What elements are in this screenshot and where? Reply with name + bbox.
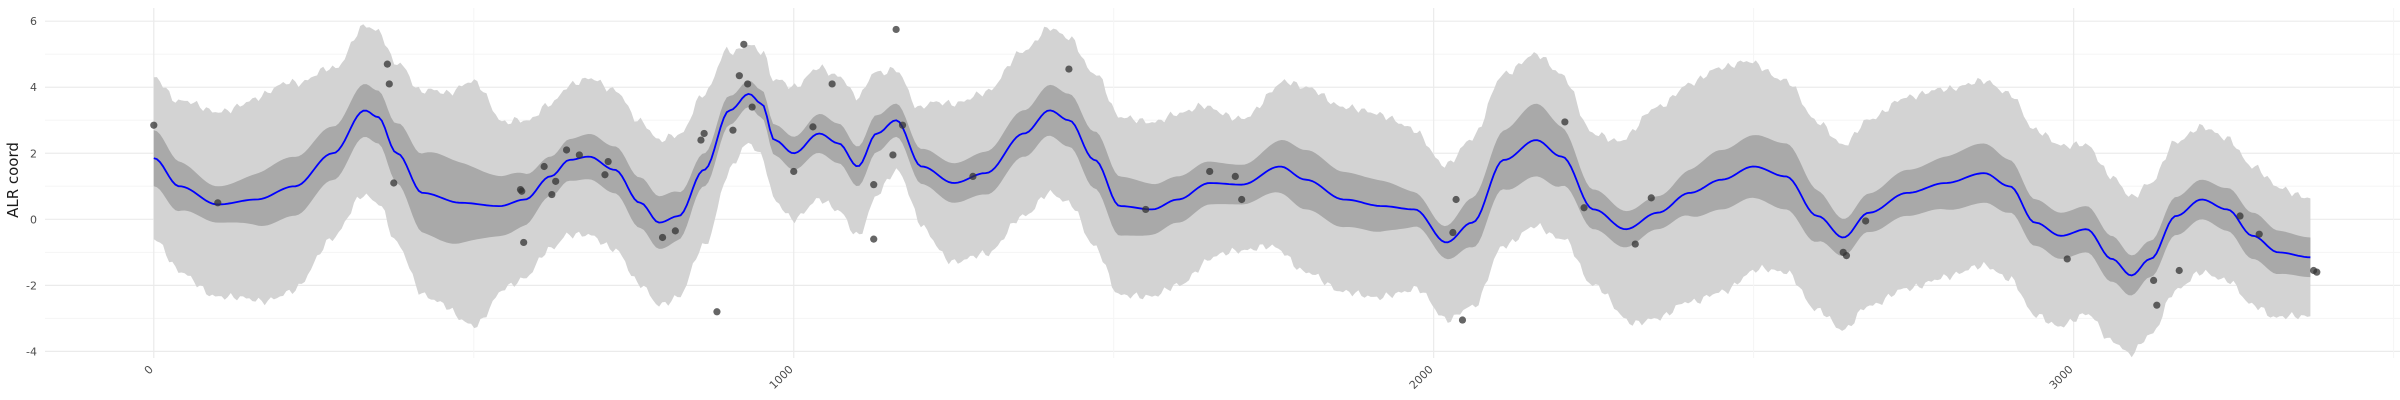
data-point: [1206, 167, 1214, 176]
data-point: [1142, 205, 1150, 214]
data-point: [1065, 65, 1073, 73]
data-point: [1647, 194, 1655, 202]
data-point: [697, 136, 705, 144]
data-point: [729, 126, 737, 134]
data-point: [1580, 204, 1588, 212]
data-point: [1561, 118, 1569, 126]
x-axis-ticks: 0 1000 2000 3000: [142, 363, 2076, 392]
data-point: [2313, 268, 2321, 276]
y-tick-label: 4: [30, 81, 37, 94]
data-point: [700, 129, 708, 138]
mean-line-layer: [153, 92, 2311, 277]
data-point: [969, 172, 977, 180]
data-point: [214, 199, 222, 207]
data-point: [562, 146, 571, 154]
data-point: [748, 103, 756, 111]
data-point: [1862, 217, 1870, 225]
data-point: [150, 121, 158, 129]
data-point: [1449, 228, 1457, 237]
data-point: [2175, 266, 2183, 275]
y-tick-label: 2: [30, 147, 37, 160]
data-point: [552, 177, 560, 185]
data-point: [1452, 195, 1460, 204]
data-point: [889, 151, 897, 159]
data-point: [604, 157, 612, 166]
y-axis-ticks: -4 -2 0 2 4 6: [26, 15, 37, 358]
data-point: [1231, 172, 1239, 180]
data-point: [385, 80, 393, 88]
y-tick-label: 6: [30, 15, 37, 28]
x-tick-label: 1000: [767, 363, 796, 392]
data-point: [735, 72, 743, 80]
x-tick-label: 3000: [2047, 363, 2076, 392]
x-tick-label: 2000: [1407, 363, 1436, 392]
y-axis-title: ALR coord: [4, 142, 22, 218]
data-point: [548, 190, 556, 199]
data-point: [2150, 276, 2158, 285]
data-point: [671, 227, 679, 235]
data-point: [790, 167, 798, 176]
y-tick-label: -2: [26, 279, 37, 292]
data-point: [520, 238, 528, 247]
ribbons: [153, 24, 2311, 358]
data-point: [740, 40, 748, 48]
data-point: [601, 171, 609, 179]
data-point: [1842, 252, 1851, 260]
data-point: [2255, 230, 2263, 238]
data-point: [744, 80, 752, 88]
data-point: [892, 25, 900, 34]
data-point: [383, 60, 391, 68]
x-tick-label: 0: [142, 363, 156, 377]
data-point: [2236, 212, 2244, 220]
data-point: [575, 151, 583, 159]
data-point: [658, 233, 667, 242]
data-point: [2153, 301, 2161, 309]
data-point: [713, 308, 721, 316]
data-point: [1238, 195, 1246, 204]
data-point: [518, 187, 526, 195]
mean-line: [153, 92, 2311, 277]
data-point: [1631, 240, 1639, 248]
data-point: [898, 121, 907, 129]
data-point: [809, 123, 817, 131]
inner-ribbon: [153, 80, 2311, 296]
y-tick-label: -4: [26, 345, 37, 358]
data-point: [870, 235, 878, 243]
y-tick-label: 0: [30, 213, 37, 226]
data-point: [870, 181, 878, 189]
data-point: [390, 179, 398, 187]
data-point: [828, 80, 836, 88]
data-point: [540, 162, 548, 171]
data-point: [1458, 316, 1467, 324]
data-point: [2063, 255, 2071, 263]
observed-points: [150, 25, 2321, 324]
